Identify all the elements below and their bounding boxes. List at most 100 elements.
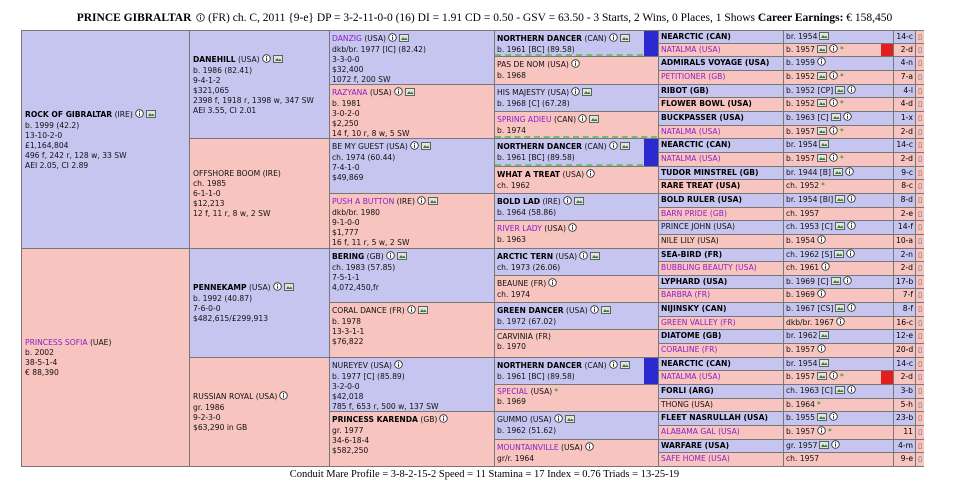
video-icon[interactable]	[830, 277, 841, 288]
horse-name-link[interactable]: DANZIG	[332, 34, 362, 43]
row-end-marker[interactable]: ▯	[916, 344, 924, 358]
horse-name[interactable]: PRINCE GIBRALTAR	[76, 12, 192, 24]
info-icon[interactable]	[571, 59, 580, 71]
video-icon[interactable]	[835, 304, 846, 316]
info-icon[interactable]	[821, 262, 830, 275]
horse-name-link[interactable]: NATALMA (USA)	[661, 45, 721, 54]
row-end-marker[interactable]: ▯	[916, 262, 924, 276]
row-end-marker[interactable]: ▯	[916, 249, 924, 262]
horse-name-link[interactable]: RIVER LADY	[497, 224, 542, 233]
horse-name-link[interactable]: GUMMO	[497, 415, 528, 424]
video-icon[interactable]	[835, 195, 846, 207]
info-icon[interactable]	[847, 303, 857, 316]
horse-name-link[interactable]: ARCTIC TERN	[497, 252, 554, 261]
row-end-marker[interactable]: ▯	[916, 426, 924, 440]
horse-name-link[interactable]: NORTHERN DANCER	[497, 361, 583, 370]
horse-name-link[interactable]: CORAL DANCE	[332, 306, 387, 315]
horse-name-link[interactable]: BARN PRIDE (GB)	[661, 209, 727, 218]
row-end-marker[interactable]: ▯	[916, 453, 924, 467]
video-icon[interactable]	[404, 88, 415, 99]
row-end-marker[interactable]: ▯	[916, 57, 924, 71]
info-icon[interactable]	[417, 196, 426, 208]
horse-name-link[interactable]: PRINCESS SOFIA	[25, 337, 88, 347]
info-icon[interactable]	[829, 44, 838, 56]
video-icon[interactable]	[564, 415, 575, 426]
horse-name-link[interactable]: PENNEKAMP	[193, 283, 247, 292]
row-end-marker[interactable]: ▯	[916, 153, 924, 167]
info-icon[interactable]	[439, 414, 449, 426]
video-icon[interactable]	[817, 372, 827, 384]
row-end-marker[interactable]: ▯	[916, 330, 924, 344]
horse-name-link[interactable]: HIS MAJESTY	[497, 88, 546, 97]
video-icon[interactable]	[819, 331, 830, 343]
info-icon[interactable]	[586, 169, 595, 181]
horse-name-link[interactable]: SAFE HOME (USA)	[661, 454, 730, 463]
row-end-marker[interactable]: ▯	[916, 358, 924, 371]
horse-name-link[interactable]: NORTHERN DANCER	[497, 142, 583, 151]
video-icon[interactable]	[833, 168, 843, 179]
video-icon[interactable]	[396, 252, 407, 263]
horse-name-link[interactable]: BOLD RULER (USA)	[661, 195, 743, 204]
info-icon[interactable]	[845, 167, 854, 179]
row-end-marker[interactable]: ▯	[916, 303, 924, 317]
info-icon[interactable]	[846, 249, 856, 261]
info-icon[interactable]	[578, 114, 587, 126]
horse-name-link[interactable]: OFFSHORE BOOM	[193, 168, 261, 178]
horse-name-link[interactable]: DANEHILL	[193, 54, 236, 64]
horse-name-link[interactable]: NEARCTIC (CAN)	[661, 140, 731, 149]
info-icon[interactable]	[829, 412, 838, 425]
info-icon[interactable]	[196, 13, 206, 25]
video-icon[interactable]	[145, 109, 156, 121]
video-icon[interactable]	[619, 142, 630, 153]
video-icon[interactable]	[619, 34, 630, 45]
horse-name-link[interactable]: LYPHARD (USA)	[661, 277, 728, 286]
info-icon[interactable]	[394, 360, 403, 372]
row-end-marker[interactable]: ▯	[916, 98, 924, 112]
video-icon[interactable]	[819, 359, 830, 370]
video-icon[interactable]	[817, 72, 827, 84]
horse-name-link[interactable]: GREEN VALLEY (FR)	[661, 318, 736, 327]
horse-name-link[interactable]: NORTHERN DANCER	[497, 34, 583, 43]
horse-name-link[interactable]: BUBBLING BEAUTY (USA)	[661, 263, 757, 272]
info-icon[interactable]	[817, 57, 826, 70]
horse-name-link[interactable]: SPECIAL	[497, 387, 529, 396]
row-end-marker[interactable]: ▯	[916, 126, 924, 139]
info-icon[interactable]	[817, 426, 826, 439]
row-end-marker[interactable]: ▯	[916, 194, 924, 208]
video-icon[interactable]	[817, 413, 827, 425]
horse-name-link[interactable]: NATALMA (USA)	[661, 372, 721, 381]
horse-name-link[interactable]: BUCKPASSER (USA)	[661, 113, 744, 122]
horse-name-link[interactable]: PRINCE JOHN (USA)	[661, 222, 735, 231]
row-end-marker[interactable]: ▯	[916, 317, 924, 330]
video-icon[interactable]	[272, 54, 283, 66]
row-end-marker[interactable]: ▯	[916, 30, 924, 44]
video-icon[interactable]	[428, 197, 438, 208]
video-icon[interactable]	[573, 197, 584, 208]
horse-name-link[interactable]: BARBRA (FR)	[661, 290, 711, 299]
video-icon[interactable]	[817, 45, 827, 56]
horse-name-link[interactable]: SPRING ADIEU	[497, 115, 552, 124]
row-end-marker[interactable]: ▯	[916, 44, 924, 57]
video-icon[interactable]	[600, 306, 611, 317]
horse-name-link[interactable]: NEARCTIC (CAN)	[661, 359, 731, 368]
horse-name-link[interactable]: DIATOME (GB)	[661, 331, 722, 340]
info-icon[interactable]	[829, 98, 838, 111]
info-icon[interactable]	[817, 235, 826, 248]
horse-name-link[interactable]: WHAT A TREAT	[497, 170, 561, 179]
horse-name-link[interactable]: ROCK OF GIBRALTAR	[25, 109, 113, 119]
horse-name-link[interactable]: NUREYEV	[332, 361, 368, 370]
info-icon[interactable]	[847, 85, 856, 97]
row-end-marker[interactable]: ▯	[916, 85, 924, 98]
video-icon[interactable]	[582, 88, 593, 99]
video-icon[interactable]	[590, 252, 601, 263]
row-end-marker[interactable]: ▯	[916, 412, 924, 426]
info-icon[interactable]	[831, 440, 841, 452]
horse-name-link[interactable]: PAS DE NOM	[497, 60, 545, 69]
video-icon[interactable]	[819, 32, 830, 43]
info-icon[interactable]	[608, 33, 618, 45]
horse-name-link[interactable]: WARFARE (USA)	[661, 441, 730, 450]
info-icon[interactable]	[589, 305, 599, 317]
horse-name-link[interactable]: SEA-BIRD (FR)	[661, 250, 723, 259]
horse-name-link[interactable]: RAZYANA	[332, 88, 368, 97]
video-icon[interactable]	[835, 86, 846, 97]
